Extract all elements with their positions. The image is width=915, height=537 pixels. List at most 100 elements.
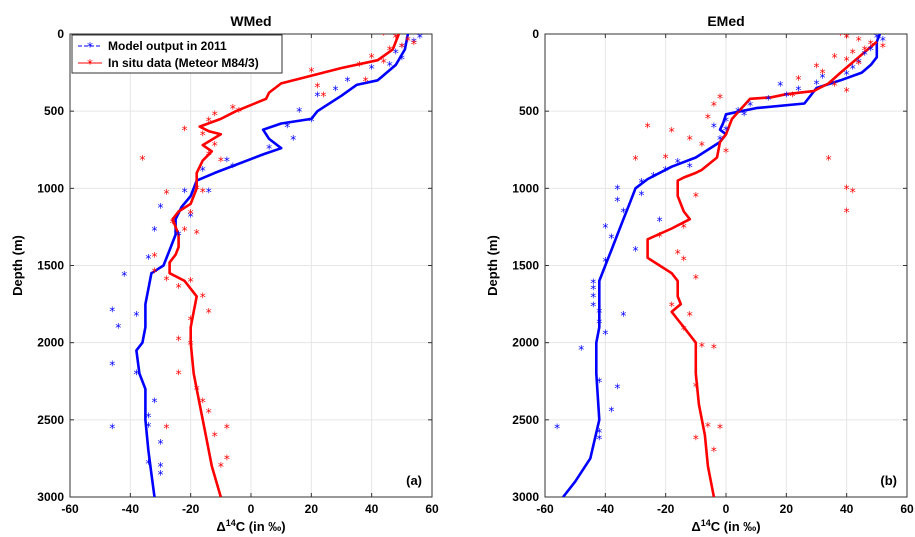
insitu-data-point: * (206, 148, 212, 162)
model-data-point: * (158, 460, 164, 474)
x-axis-label-unit: C (in ‰) (236, 519, 286, 534)
model-data-point: * (856, 56, 862, 70)
insitu-data-point: * (200, 290, 206, 304)
y-tick-label: 2500 (512, 413, 539, 427)
insitu-data-point: * (844, 205, 850, 219)
x-tick-label: -60 (536, 502, 554, 516)
y-tick-label: 0 (532, 27, 539, 41)
insitu-data-point: * (308, 65, 314, 79)
model-data-point: * (868, 43, 874, 57)
insitu-data-point: * (363, 74, 369, 88)
model-data-point: * (602, 327, 608, 341)
y-tick-label: 2000 (512, 336, 539, 350)
model-data-point: * (345, 74, 351, 88)
y-axis-label: Depth (m) (10, 235, 25, 296)
model-data-point: * (115, 321, 121, 335)
x-tick-label: 0 (723, 502, 730, 516)
model-data-point: * (399, 53, 405, 67)
insitu-data-point: * (381, 28, 387, 42)
y-tick-label: 3000 (37, 490, 64, 504)
insitu-data-point: * (164, 273, 170, 287)
insitu-data-point: * (151, 266, 157, 280)
model-data-point: * (332, 84, 338, 98)
model-data-point: * (393, 47, 399, 61)
x-axis-label: Δ14C (in ‰) (691, 518, 760, 534)
insitu-data-point: * (681, 253, 687, 267)
insitu-data-point: * (357, 59, 363, 73)
insitu-profile-line (168, 34, 401, 497)
insitu-data-point: * (663, 151, 669, 165)
insitu-data-point: * (723, 145, 729, 159)
model-data-point: * (614, 381, 620, 395)
model-data-point: * (369, 62, 375, 76)
insitu-data-point: * (224, 452, 230, 466)
insitu-data-point: * (687, 133, 693, 147)
insitu-data-point: * (188, 314, 194, 328)
model-data-point: * (620, 309, 626, 323)
insitu-data-point: * (405, 34, 411, 48)
insitu-data-point: * (194, 383, 200, 397)
insitu-data-point: * (633, 153, 639, 167)
insitu-data-point: * (669, 300, 675, 314)
x-tick-label: 40 (840, 502, 854, 516)
insitu-data-point: * (224, 422, 230, 436)
x-axis-label: Δ14C (in ‰) (216, 518, 285, 534)
model-data-point: * (723, 124, 729, 138)
model-data-point: * (109, 304, 115, 318)
insitu-data-point: * (705, 420, 711, 434)
model-data-point: * (777, 79, 783, 93)
insitu-data-point: * (314, 80, 320, 94)
insitu-data-point: * (675, 247, 681, 261)
model-data-point: * (596, 426, 602, 440)
x-tick-label: 0 (248, 502, 255, 516)
insitu-data-point: * (139, 153, 145, 167)
model-data-point: * (741, 108, 747, 122)
insitu-data-point: * (188, 338, 194, 352)
panel-label: (b) (880, 473, 897, 488)
insitu-data-point: * (176, 334, 182, 348)
model-data-point: * (596, 317, 602, 331)
model-data-point: * (723, 114, 729, 128)
x-axis-label-superscript: 14 (701, 518, 711, 528)
model-data-point: * (158, 437, 164, 451)
model-data-point: * (158, 201, 164, 215)
model-data-point: * (266, 142, 272, 156)
model-data-point: * (109, 422, 115, 436)
model-data-point: * (133, 309, 139, 323)
model-data-point: * (620, 205, 626, 219)
model-data-point: * (844, 68, 850, 82)
model-data-point: * (596, 375, 602, 389)
model-data-point: * (657, 215, 663, 229)
model-data-point: * (602, 255, 608, 269)
model-data-point: * (614, 182, 620, 196)
model-data-point: * (145, 420, 151, 434)
model-data-point: * (590, 283, 596, 297)
x-axis-label-unit: C (in ‰) (711, 519, 761, 534)
insitu-data-point: * (182, 124, 188, 138)
insitu-data-point: * (188, 207, 194, 221)
x-axis-label-symbol: Δ (691, 519, 700, 534)
model-data-point: * (151, 224, 157, 238)
insitu-data-point: * (381, 56, 387, 70)
model-data-point: * (590, 290, 596, 304)
model-data-point: * (133, 368, 139, 382)
insitu-data-point: * (693, 380, 699, 394)
plot-area: ****************************************… (109, 28, 423, 497)
model-data-point: * (308, 114, 314, 128)
insitu-data-point: * (194, 182, 200, 196)
insitu-data-point: * (212, 108, 218, 122)
y-tick-label: 0 (57, 27, 64, 41)
model-data-point: * (417, 31, 423, 45)
model-data-point: * (783, 90, 789, 104)
model-data-point: * (387, 59, 393, 73)
insitu-data-point: * (176, 281, 182, 295)
model-data-point: * (639, 189, 645, 203)
insitu-data-point: * (230, 102, 236, 116)
model-data-point: * (145, 457, 151, 471)
insitu-data-point: * (188, 275, 194, 289)
x-axis-label-superscript: 14 (226, 518, 236, 528)
wmed-panel: -60 -40 -20 0 20 40 60 0 500 1000 1500 2000 2500 3000… (10, 13, 439, 534)
insitu-data-point: * (687, 309, 693, 323)
model-data-point: * (596, 306, 602, 320)
insitu-data-point: * (850, 185, 856, 199)
